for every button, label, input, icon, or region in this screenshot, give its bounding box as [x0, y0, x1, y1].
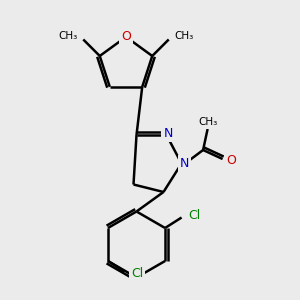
Text: N: N	[180, 157, 189, 170]
Text: CH₃: CH₃	[58, 31, 78, 41]
Text: CH₃: CH₃	[174, 31, 194, 41]
Text: CH₃: CH₃	[198, 117, 217, 128]
Text: Cl: Cl	[188, 208, 200, 222]
Text: O: O	[226, 154, 236, 167]
Text: Cl: Cl	[131, 267, 143, 280]
Text: O: O	[121, 30, 131, 44]
Text: N: N	[163, 127, 173, 140]
